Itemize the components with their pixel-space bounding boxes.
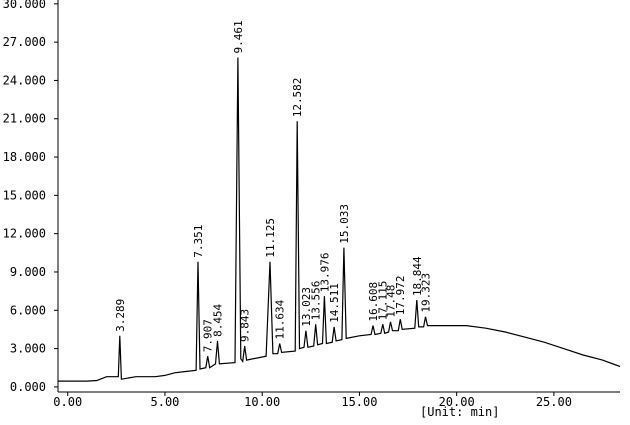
x-tick-label: 25.00: [536, 395, 572, 409]
y-tick-label: 12.000: [3, 227, 46, 241]
y-tick-label: 27.000: [3, 35, 46, 49]
peak-label: 8.454: [211, 303, 224, 336]
peak-label: 15.033: [338, 204, 351, 244]
x-axis-label: [Unit: min]: [420, 405, 499, 419]
peak-label: 9.461: [232, 20, 245, 53]
peak-label: 3.289: [114, 299, 127, 332]
y-tick-label: 9.000: [10, 265, 46, 279]
peak-label: 17.972: [394, 275, 407, 315]
peak-label: 14.511: [328, 283, 341, 323]
x-tick-label: 15.00: [341, 395, 377, 409]
chromatogram-trace: [58, 57, 621, 382]
peak-label: 17.48: [385, 285, 398, 318]
y-tick-label: 24.000: [3, 73, 46, 87]
x-tick-label: 10.00: [244, 395, 280, 409]
peak-label: 7.907: [202, 319, 215, 352]
peak-label: 7.351: [192, 225, 205, 258]
peak-label: 17.115: [377, 281, 390, 321]
peak-label: 12.582: [291, 78, 304, 118]
y-tick-label: 21.000: [3, 112, 46, 126]
peak-label: 11.125: [264, 218, 277, 258]
y-tick-label: 3.000: [10, 342, 46, 356]
y-tick-label: 0.000: [10, 380, 46, 394]
peak-label: 13.023: [300, 287, 313, 327]
y-tick-label: 30.000: [3, 0, 46, 11]
peak-label: 13.976: [318, 252, 331, 292]
y-tick-label: 15.000: [3, 188, 46, 202]
x-tick-label: 20.00: [439, 395, 475, 409]
peak-label: 18.844: [411, 256, 424, 296]
y-tick-label: 18.000: [3, 150, 46, 164]
peak-label: 19.323: [420, 273, 433, 313]
peak-label: 16.608: [367, 282, 380, 322]
peak-label: 13.556: [310, 281, 323, 321]
peak-label: 9.843: [239, 309, 252, 342]
x-tick-label: 0.00: [53, 395, 82, 409]
y-tick-label: 6.000: [10, 303, 46, 317]
peak-label: 11.634: [274, 299, 287, 339]
x-tick-label: 5.00: [151, 395, 180, 409]
